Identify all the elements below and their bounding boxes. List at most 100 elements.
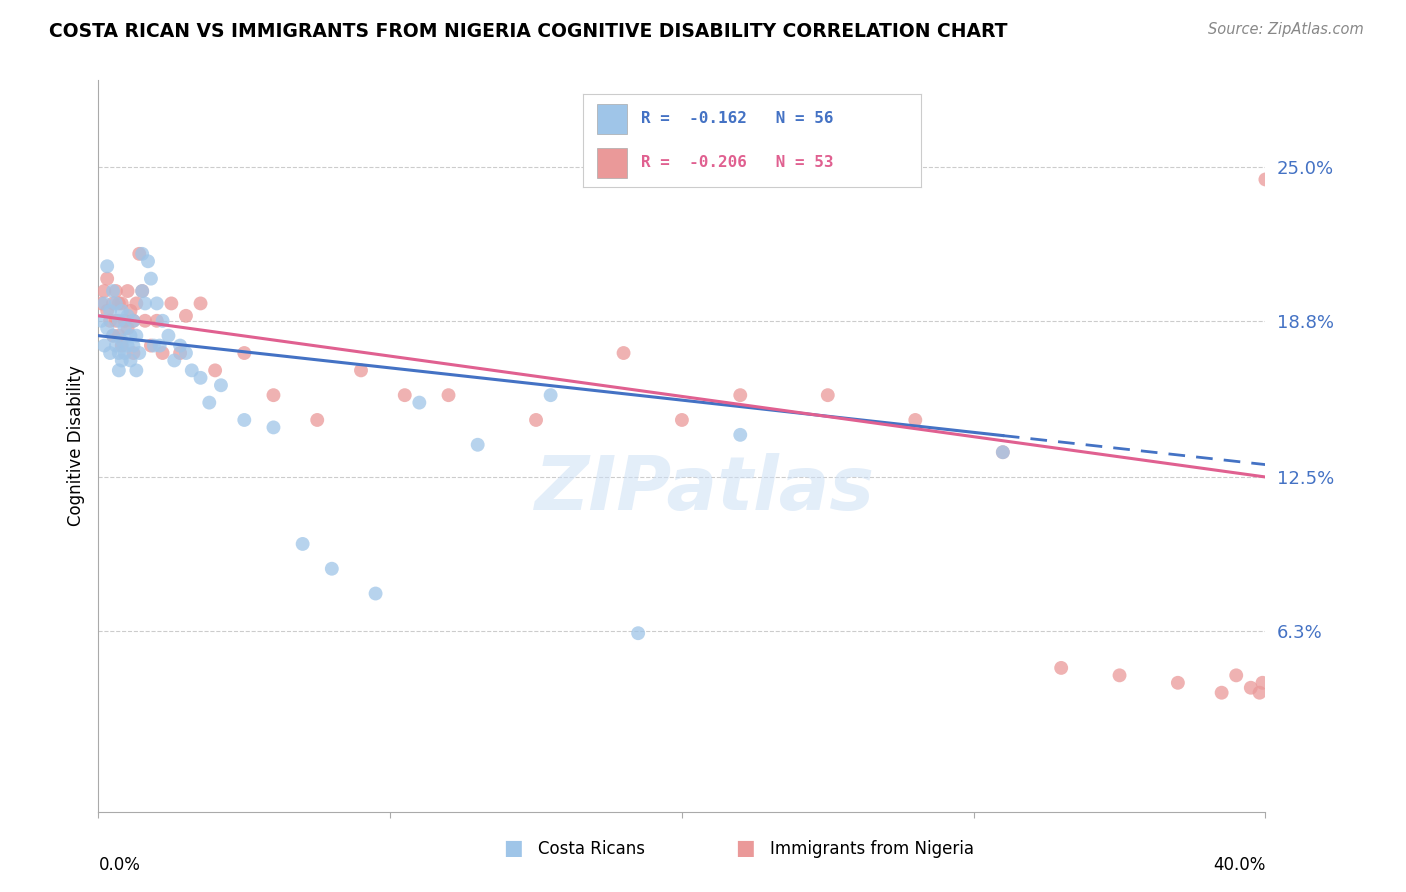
Point (149, 338, 172, 352)
Point (104, 338, 127, 352)
Point (120, 353, 142, 368)
Point (163, 353, 186, 368)
Point (128, 346, 150, 360)
Point (350, 363, 373, 377)
Text: 0.0%: 0.0% (98, 856, 141, 874)
Point (262, 420, 284, 434)
Point (1249, 686, 1271, 700)
Point (111, 353, 134, 368)
Point (101, 328, 124, 343)
Point (125, 363, 148, 377)
Point (104, 296, 127, 310)
Point (90, 314, 112, 328)
Point (111, 296, 134, 310)
Point (117, 321, 139, 335)
Point (991, 445, 1014, 459)
Point (437, 388, 460, 402)
Point (108, 328, 131, 343)
Point (364, 586, 387, 600)
Text: Source: ZipAtlas.com: Source: ZipAtlas.com (1208, 22, 1364, 37)
Point (108, 363, 131, 377)
Point (174, 346, 197, 360)
Point (134, 314, 156, 328)
Point (408, 395, 430, 409)
Point (117, 309, 139, 323)
Point (122, 314, 145, 328)
Point (540, 388, 562, 402)
Point (96, 259, 118, 273)
Point (134, 296, 156, 310)
Point (108, 296, 131, 310)
Point (146, 296, 169, 310)
Point (90, 296, 112, 310)
Point (209, 378, 232, 392)
Point (627, 626, 650, 640)
Point (190, 371, 212, 385)
Point (169, 346, 191, 360)
Point (131, 247, 153, 261)
Point (101, 328, 124, 343)
Point (152, 314, 174, 328)
Point (128, 247, 150, 261)
Point (120, 328, 142, 343)
Point (1108, 668, 1130, 682)
Point (122, 338, 145, 352)
Point (730, 388, 752, 402)
Text: R =  -0.206   N = 53: R = -0.206 N = 53 (641, 155, 834, 170)
Point (1254, 172, 1277, 186)
Point (467, 438, 489, 452)
Point (131, 284, 153, 298)
Point (1251, 675, 1274, 690)
Point (233, 413, 256, 427)
Point (93, 284, 115, 298)
Point (111, 334, 134, 348)
Text: Costa Ricans: Costa Ricans (538, 840, 645, 858)
Point (204, 363, 226, 377)
Point (114, 321, 136, 335)
Point (104, 284, 127, 298)
Point (160, 296, 183, 310)
Point (1050, 661, 1073, 675)
Text: COSTA RICAN VS IMMIGRANTS FROM NIGERIA COGNITIVE DISABILITY CORRELATION CHART: COSTA RICAN VS IMMIGRANTS FROM NIGERIA C… (49, 22, 1008, 41)
Point (157, 328, 180, 343)
Point (1225, 668, 1247, 682)
Point (93, 338, 115, 352)
Point (169, 338, 191, 352)
Point (394, 388, 416, 402)
Point (98, 346, 121, 360)
Point (991, 445, 1014, 459)
Point (139, 338, 162, 352)
Point (321, 562, 343, 576)
FancyBboxPatch shape (598, 148, 627, 178)
Point (98, 304, 121, 318)
Point (139, 271, 162, 285)
Point (122, 314, 145, 328)
Text: ZIPatlas: ZIPatlas (536, 453, 876, 526)
Point (93, 296, 115, 310)
Point (96, 271, 118, 285)
Point (262, 388, 284, 402)
Point (114, 346, 136, 360)
Point (101, 296, 124, 310)
Point (817, 388, 839, 402)
Text: ■: ■ (503, 838, 523, 858)
Point (98, 314, 121, 328)
Point (96, 304, 118, 318)
Point (114, 314, 136, 328)
Point (131, 284, 153, 298)
Point (1167, 675, 1189, 690)
Point (291, 537, 314, 551)
Point (180, 363, 202, 377)
Point (120, 304, 142, 318)
Point (146, 314, 169, 328)
Point (136, 254, 159, 268)
Point (1211, 686, 1233, 700)
Point (190, 296, 212, 310)
Point (671, 413, 693, 427)
Point (152, 346, 174, 360)
Point (524, 413, 547, 427)
Y-axis label: Cognitive Disability: Cognitive Disability (66, 366, 84, 526)
Point (111, 304, 134, 318)
Point (96, 321, 118, 335)
Point (904, 413, 927, 427)
